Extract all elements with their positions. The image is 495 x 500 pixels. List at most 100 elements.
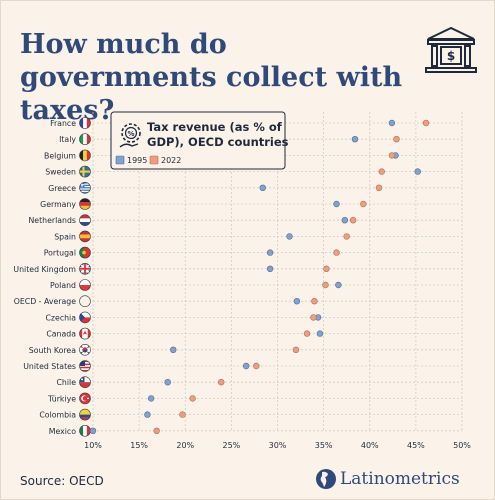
point-1995 — [266, 249, 274, 256]
turkiye-flag-icon — [79, 392, 91, 405]
south-korea-flag-icon — [79, 343, 91, 356]
united-kingdom-flag-icon — [79, 262, 91, 275]
category-label: Belgium — [44, 151, 76, 160]
spain-flag-icon — [79, 230, 91, 243]
point-2022 — [360, 200, 367, 208]
svg-text:%: % — [127, 130, 134, 138]
point-1995 — [147, 395, 155, 402]
x-tick-label: 50% — [453, 441, 471, 450]
point-1995 — [341, 217, 349, 224]
bank-icon: $ — [425, 26, 477, 73]
poland-flag-icon — [79, 279, 91, 291]
point-2022 — [378, 168, 385, 175]
category-label: Poland — [50, 281, 76, 290]
point-1995 — [388, 119, 396, 127]
category-label: France — [50, 119, 76, 128]
point-1995 — [242, 362, 250, 370]
sweden-flag-icon — [79, 165, 91, 178]
money-gear-icon: % — [119, 123, 141, 148]
point-2022 — [375, 184, 383, 192]
category-label: United Kingdom — [13, 265, 76, 274]
legend-swatch-2022 — [149, 155, 159, 165]
category-label: Türkiye — [47, 394, 76, 403]
point-1995 — [293, 298, 301, 305]
category-label: South Korea — [29, 346, 76, 355]
point-1995 — [89, 427, 97, 434]
greece-flag-icon — [79, 182, 91, 194]
point-2022 — [292, 346, 300, 353]
france-flag-icon — [79, 117, 91, 129]
point-1995 — [170, 346, 177, 353]
legend-box: % Tax revenue (as % of GDP), OECD countr… — [110, 111, 289, 170]
chart-points — [89, 119, 430, 434]
canada-flag-icon — [79, 327, 91, 340]
brand-logo: Latinometrics — [316, 468, 460, 490]
point-1995 — [286, 233, 293, 240]
category-label: OECD - Average — [14, 297, 77, 306]
category-label: Czechia — [45, 313, 76, 322]
chile-flag-icon — [79, 376, 91, 389]
legend-label-2022: 2022 — [161, 156, 181, 165]
category-label: Colombia — [39, 411, 76, 420]
legend-label-1995: 1995 — [127, 156, 147, 165]
x-tick-label: 35% — [315, 441, 333, 450]
point-1995 — [144, 411, 151, 418]
point-1995 — [259, 184, 266, 192]
category-label: Germany — [40, 200, 76, 209]
point-1995 — [266, 265, 274, 272]
point-2022 — [393, 136, 400, 143]
point-2022 — [388, 152, 396, 159]
point-2022 — [322, 281, 329, 289]
point-1995 — [333, 200, 340, 208]
category-label: Italy — [59, 135, 76, 144]
page-title: How much do governments collect with tax… — [20, 29, 403, 126]
category-label: Netherlands — [28, 216, 76, 225]
x-tick-label: 20% — [176, 441, 194, 450]
mexico-flag-icon — [79, 424, 91, 437]
italy-flag-icon — [79, 133, 91, 145]
point-1995 — [164, 379, 171, 386]
category-label: United States — [23, 362, 76, 371]
portugal-flag-icon — [79, 246, 91, 259]
x-tick-label: 30% — [269, 441, 287, 450]
category-label: Spain — [54, 232, 76, 241]
x-tick-label: 10% — [84, 441, 102, 450]
point-2022 — [153, 427, 160, 434]
oecd-flag-icon — [79, 295, 91, 308]
point-2022 — [343, 233, 350, 240]
point-1995 — [316, 330, 324, 337]
point-2022 — [310, 314, 317, 321]
point-2022 — [333, 249, 340, 256]
x-tick-label: 40% — [361, 441, 379, 450]
germany-flag-icon — [79, 198, 91, 210]
americas-map-icon — [316, 469, 336, 489]
x-tick-label: 25% — [222, 441, 240, 450]
category-label: Chile — [56, 378, 76, 387]
point-2022 — [311, 298, 318, 305]
chart-rows: France Italy Belgium Sweden Greece Germany Net… — [13, 117, 91, 437]
point-1995 — [414, 168, 421, 175]
brand-name: Latinometrics — [340, 469, 460, 489]
category-label: Canada — [46, 330, 76, 339]
point-2022 — [303, 330, 311, 337]
point-2022 — [323, 265, 330, 272]
point-2022 — [179, 411, 186, 418]
x-tick-label: 45% — [407, 441, 425, 450]
point-2022 — [218, 379, 225, 386]
point-2022 — [253, 362, 260, 370]
legend-title-line-2: GDP), OECD countries — [147, 135, 289, 149]
category-label: Portugal — [44, 249, 76, 258]
netherlands-flag-icon — [79, 214, 91, 226]
point-2022 — [349, 217, 357, 224]
category-label: Greece — [48, 184, 76, 193]
legend-title-line-1: Tax revenue (as % of — [147, 120, 283, 134]
svg-text:$: $ — [447, 49, 455, 63]
colombia-flag-icon — [79, 408, 91, 421]
point-1995 — [351, 136, 359, 143]
czechia-flag-icon — [79, 311, 91, 324]
category-label: Mexico — [49, 427, 76, 436]
legend-swatch-1995 — [115, 155, 125, 165]
belgium-flag-icon — [79, 149, 91, 162]
point-2022 — [189, 395, 196, 402]
